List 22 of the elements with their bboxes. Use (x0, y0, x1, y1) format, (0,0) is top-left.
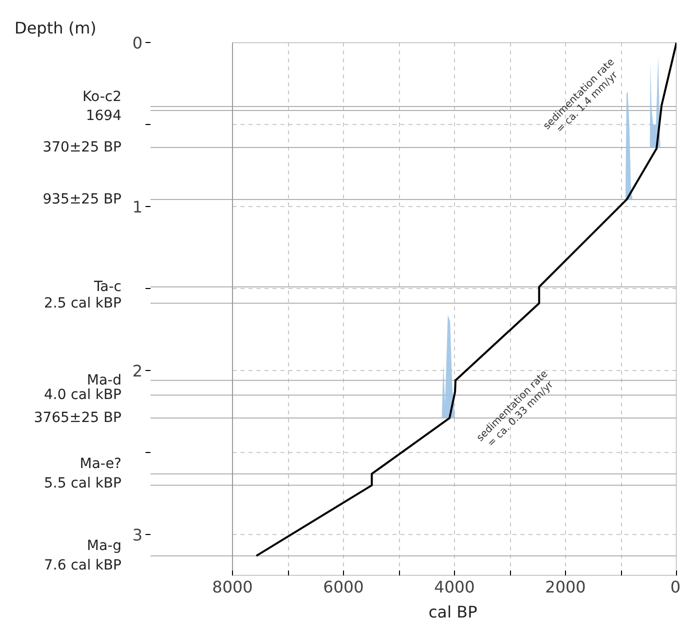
x-tick-label: 6000 (323, 578, 364, 596)
y-tick-label: 0 (132, 34, 143, 52)
ref-line-label: Ko-c2 1694 (82, 88, 122, 124)
y-tick-label: 2 (132, 362, 143, 380)
ref-line-label: 4.0 cal kBP (44, 387, 122, 404)
ref-line-label: Ma-g 7.6 cal kBP (44, 538, 122, 574)
line-series (255, 42, 676, 557)
x-axis-title: cal BP (428, 602, 478, 622)
ref-line-label: 2.5 cal kBP (44, 295, 122, 312)
x-tick-label: 0 (670, 578, 680, 596)
y-tick-label: 1 (132, 198, 143, 216)
x-tick-label: 4000 (434, 578, 475, 596)
ref-line-label: 935±25 BP (42, 191, 122, 208)
ref-line-label: Ta-c (92, 278, 122, 295)
y-tick-label: 3 (132, 526, 143, 544)
ref-line-label: Ma-d (86, 372, 122, 388)
ref-line-label: Ma-e? 5.5 cal kBP (44, 456, 122, 492)
y-axis-title: Depth (m) (14, 18, 96, 38)
x-tick-label: 2000 (545, 578, 586, 596)
x-tick-label: 8000 (212, 578, 253, 596)
ref-line-label: 370±25 BP (42, 139, 122, 156)
ref-line-label: 3765±25 BP (34, 410, 122, 426)
